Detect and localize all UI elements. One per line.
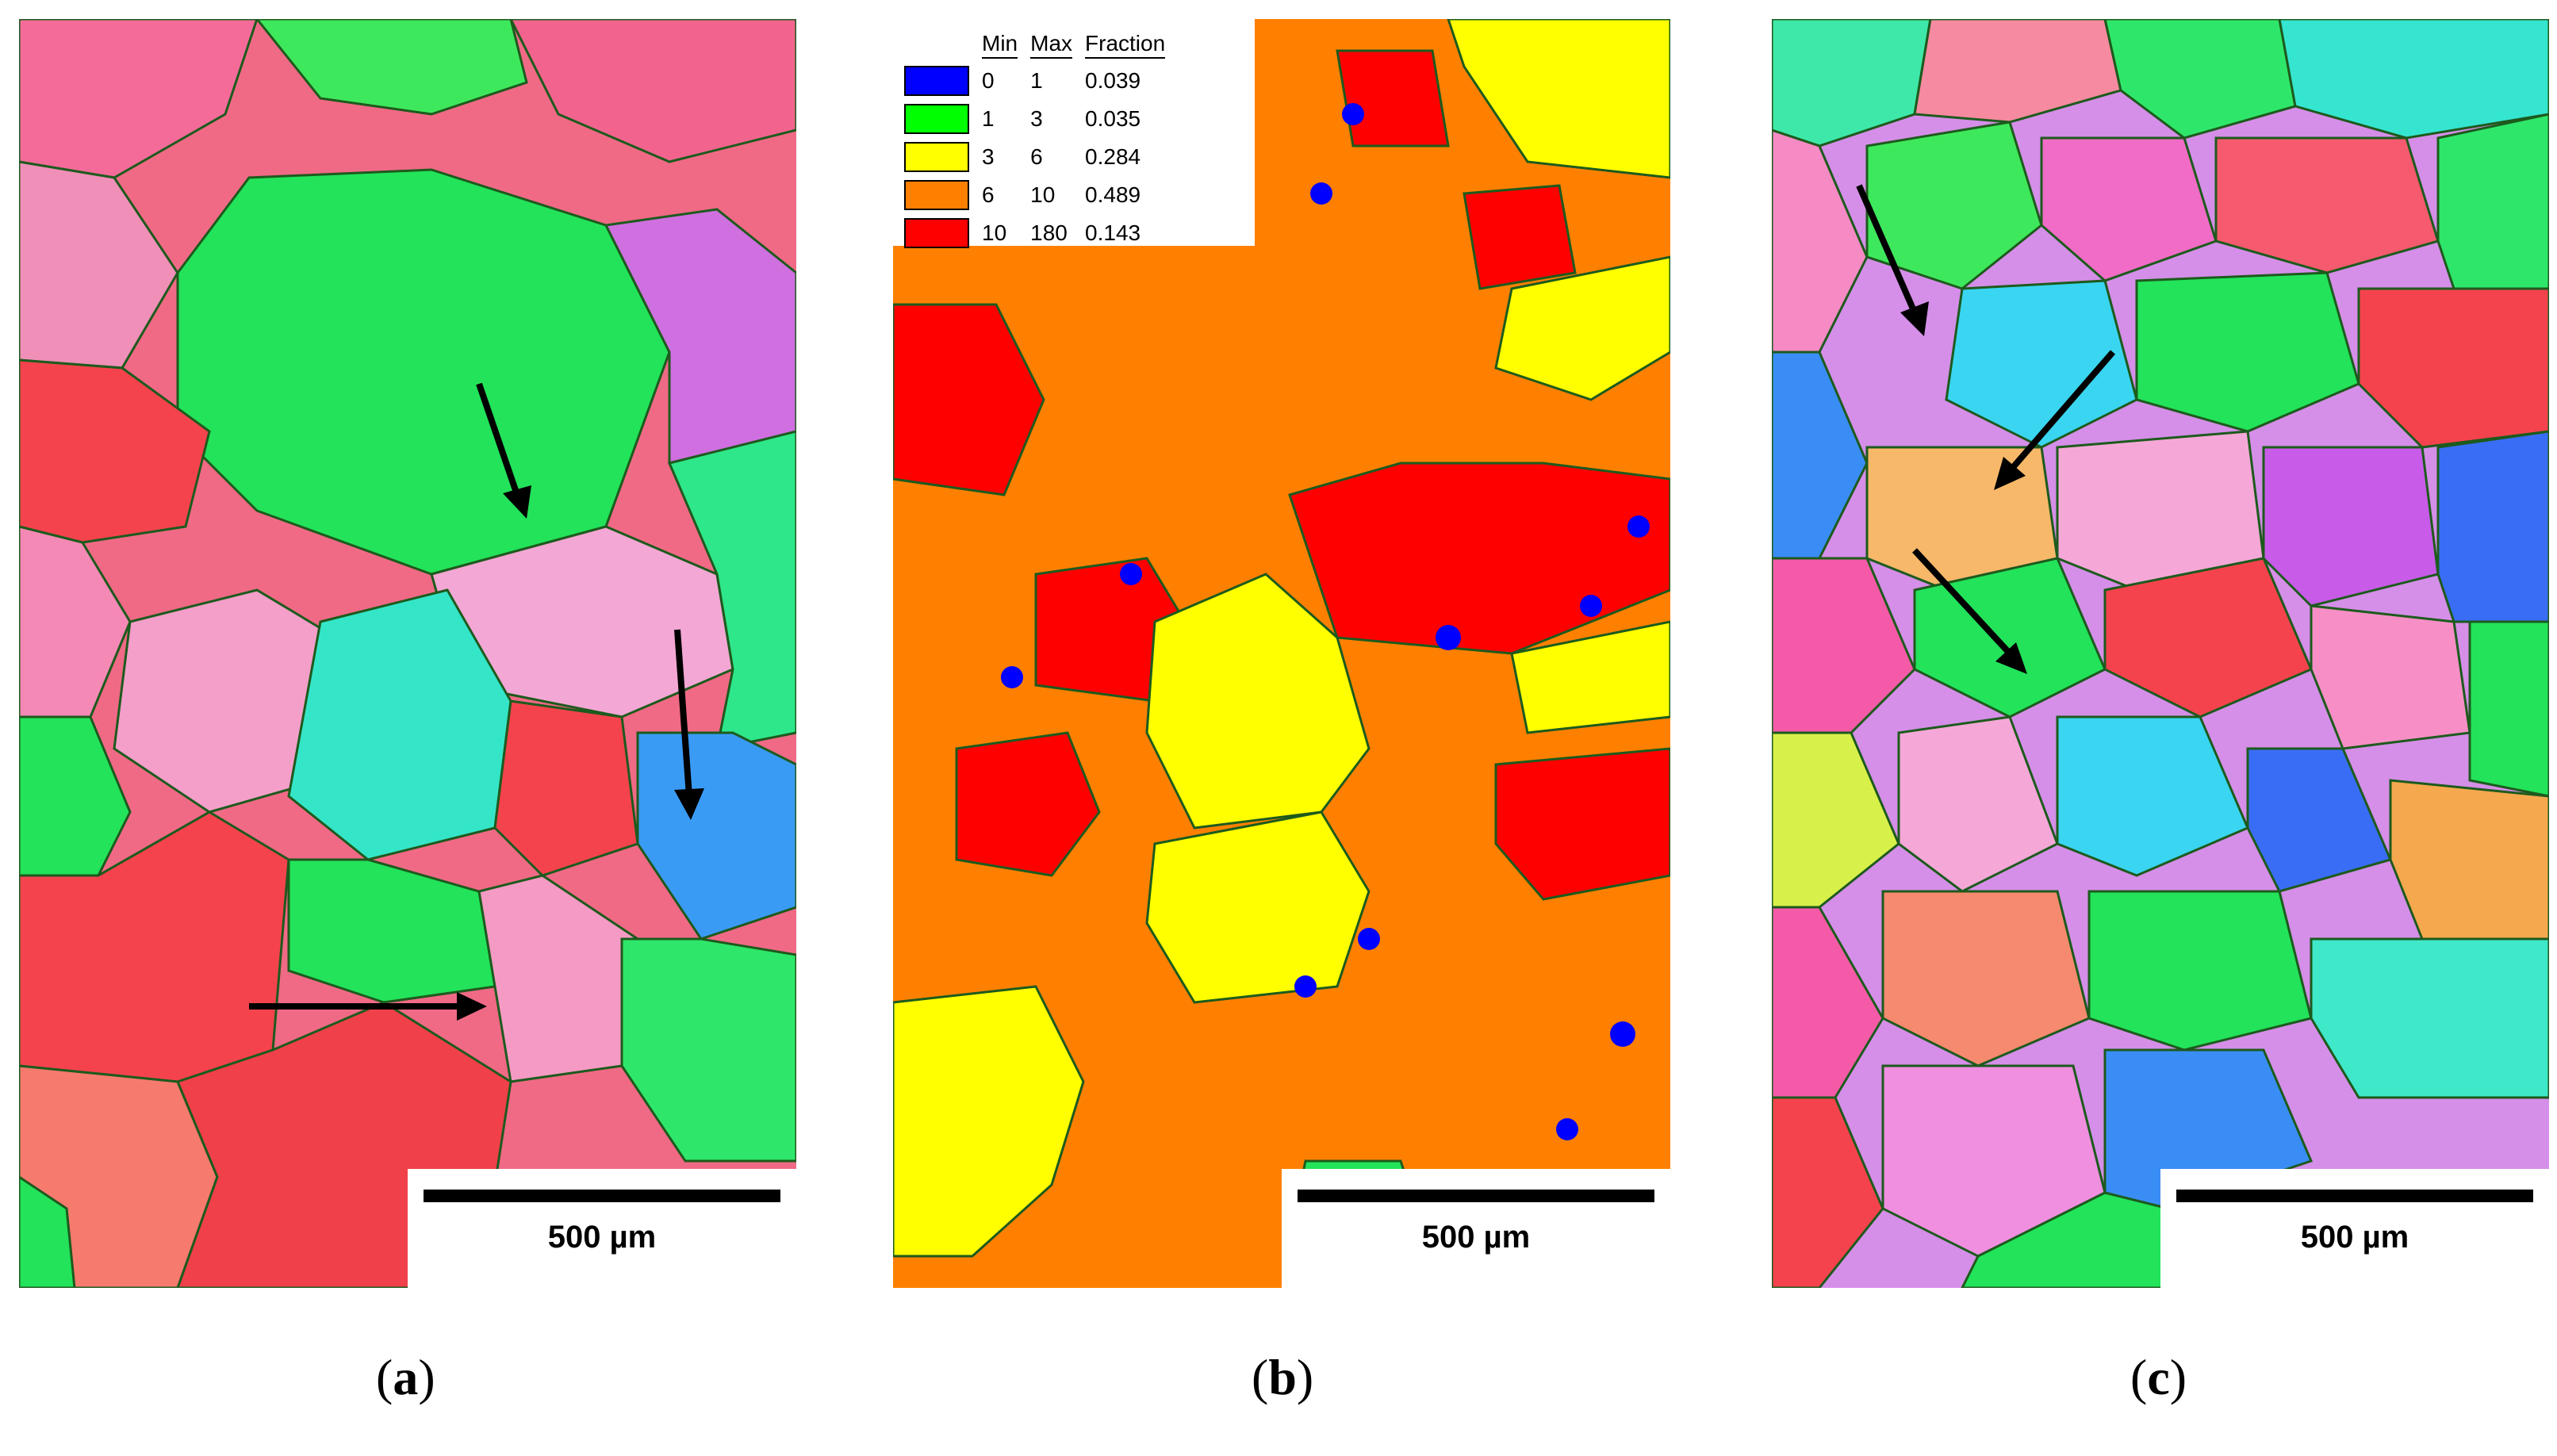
caption-b: (b) <box>1252 1349 1314 1405</box>
legend-max: 3 <box>1030 106 1043 131</box>
caption-c: (c) <box>2130 1349 2187 1405</box>
legend-min: 0 <box>982 68 995 93</box>
scale-bar-b: 500 µm <box>1282 1169 1670 1288</box>
legend-min: 3 <box>982 144 995 169</box>
ipf-map-panel-c: 500 µm <box>1772 19 2549 1288</box>
legend-max: 1 <box>1030 68 1043 93</box>
legend-swatch-yellow <box>904 142 969 172</box>
legend: Min Max Fraction 0 1 0.039 1 3 0.035 3 6… <box>893 19 1255 248</box>
legend-min: 10 <box>982 220 1007 245</box>
legend-header-min: Min <box>982 30 1030 62</box>
scale-bar-line <box>1298 1190 1654 1202</box>
ipf-orientation-map-c <box>1772 19 2549 1288</box>
legend-table: Min Max Fraction 0 1 0.039 1 3 0.035 3 6… <box>904 30 1178 252</box>
scale-bar-label: 500 µm <box>547 1220 657 1255</box>
legend-max: 180 <box>1030 220 1068 245</box>
legend-fraction: 0.143 <box>1085 220 1141 245</box>
legend-swatch-red <box>904 218 969 248</box>
legend-row: 3 6 0.284 <box>904 138 1178 176</box>
legend-fraction: 0.039 <box>1085 68 1141 93</box>
scale-bar-label: 500 µm <box>2300 1220 2409 1255</box>
legend-row: 10 180 0.143 <box>904 214 1178 252</box>
legend-max: 6 <box>1030 144 1043 169</box>
legend-row: 6 10 0.489 <box>904 176 1178 214</box>
legend-fraction: 0.035 <box>1085 106 1141 131</box>
legend-header-max: Max <box>1030 30 1085 62</box>
scale-bar-line <box>424 1190 780 1202</box>
legend-min: 6 <box>982 182 995 207</box>
misorientation-map-panel-b: Min Max Fraction 0 1 0.039 1 3 0.035 3 6… <box>893 19 1670 1288</box>
scale-bar-a: 500 µm <box>408 1169 796 1288</box>
legend-swatch-green <box>904 104 969 134</box>
legend-fraction: 0.489 <box>1085 182 1141 207</box>
ipf-map-panel-a: 500 µm <box>19 19 796 1288</box>
legend-swatch-orange <box>904 180 969 210</box>
legend-max: 10 <box>1030 182 1056 207</box>
legend-swatch-blue <box>904 66 969 96</box>
legend-header-fraction: Fraction <box>1085 30 1178 62</box>
scale-bar-c: 500 µm <box>2160 1169 2549 1288</box>
scale-bar-line <box>2176 1190 2533 1202</box>
legend-row: 0 1 0.039 <box>904 62 1178 100</box>
scale-bar-label: 500 µm <box>1421 1220 1531 1255</box>
caption-a: (a) <box>376 1349 435 1405</box>
legend-row: 1 3 0.035 <box>904 100 1178 138</box>
legend-min: 1 <box>982 106 995 131</box>
legend-fraction: 0.284 <box>1085 144 1141 169</box>
ipf-orientation-map-a <box>19 19 796 1288</box>
